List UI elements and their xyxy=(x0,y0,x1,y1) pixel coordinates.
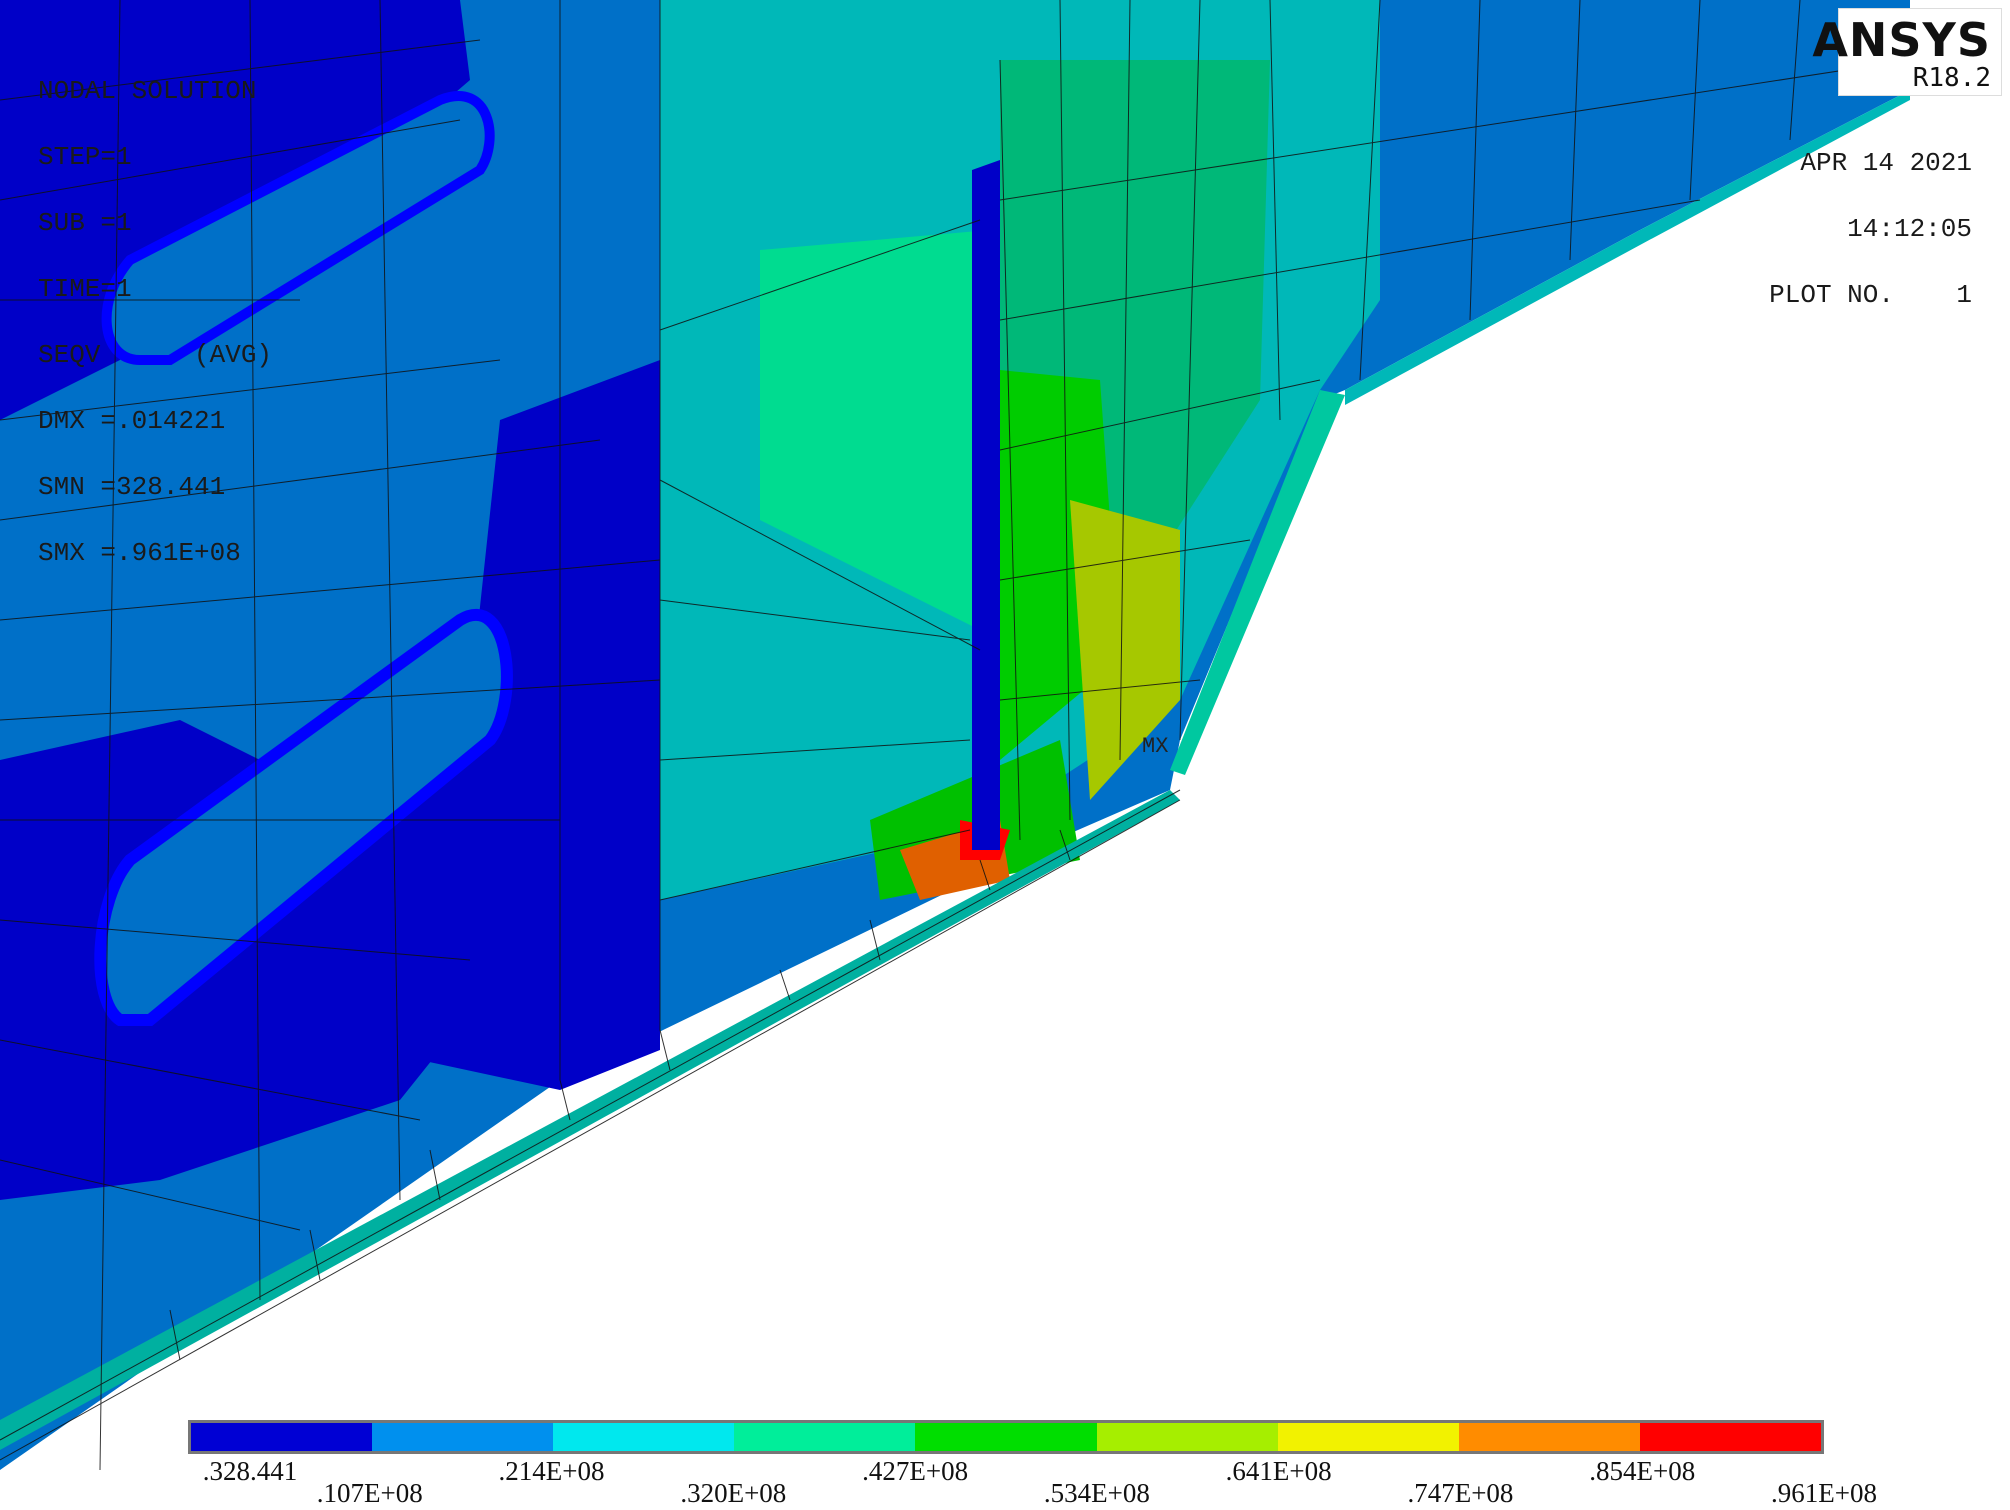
solution-title: NODAL SOLUTION xyxy=(38,76,257,106)
legend-label-10: .961E+08 xyxy=(1771,1478,1877,1508)
sub-label: SUB =1 xyxy=(38,208,132,238)
legend-swatch-2 xyxy=(372,1423,554,1451)
legend-label-5: .427E+08 xyxy=(862,1456,969,1486)
legend-label-2: .107E+08 xyxy=(316,1478,423,1508)
seqv-label: SEQV (AVG) xyxy=(38,340,273,370)
legend-label-8: .747E+08 xyxy=(1407,1478,1514,1508)
legend-label-9: .854E+08 xyxy=(1589,1456,1696,1486)
max-marker: MX xyxy=(1142,734,1168,759)
time-label: TIME=1 xyxy=(38,274,132,304)
dmx-label: DMX =.014221 xyxy=(38,406,226,436)
legend-swatch-9 xyxy=(1639,1423,1821,1451)
contour-legend-bar xyxy=(188,1420,1824,1454)
step-label: STEP=1 xyxy=(38,142,132,172)
legend-swatch-3 xyxy=(553,1423,735,1451)
legend-swatch-1 xyxy=(191,1423,373,1451)
legend-swatch-6 xyxy=(1096,1423,1278,1451)
legend-swatch-5 xyxy=(915,1423,1097,1451)
legend-swatch-7 xyxy=(1277,1423,1459,1451)
legend-swatch-8 xyxy=(1458,1423,1640,1451)
legend-label-4: .320E+08 xyxy=(680,1478,787,1508)
legend-label-3: .214E+08 xyxy=(498,1456,605,1486)
logo-text: ANSYS xyxy=(1812,13,1991,67)
ansys-logo: ANSYS R18.2 xyxy=(1812,8,2002,96)
smn-label: SMN =328.441 xyxy=(38,472,226,502)
plot-time: 14:12:05 xyxy=(1847,214,1972,244)
solution-info-block: NODAL SOLUTION STEP=1 SUB =1 TIME=1 SEQV… xyxy=(38,36,272,608)
legend-label-1: .328.441 xyxy=(202,1456,298,1486)
smx-label: SMX =.961E+08 xyxy=(38,538,241,568)
version-label: R18.2 xyxy=(1912,63,1991,93)
plot-date: APR 14 2021 xyxy=(1800,148,1972,178)
plot-number: PLOT NO. 1 xyxy=(1769,280,1972,310)
plot-info-block: APR 14 2021 14:12:05 PLOT NO. 1 xyxy=(1769,108,1972,350)
legend-swatch-4 xyxy=(734,1423,916,1451)
legend-label-7: .641E+08 xyxy=(1225,1456,1332,1486)
legend-label-6: .534E+08 xyxy=(1043,1478,1150,1508)
